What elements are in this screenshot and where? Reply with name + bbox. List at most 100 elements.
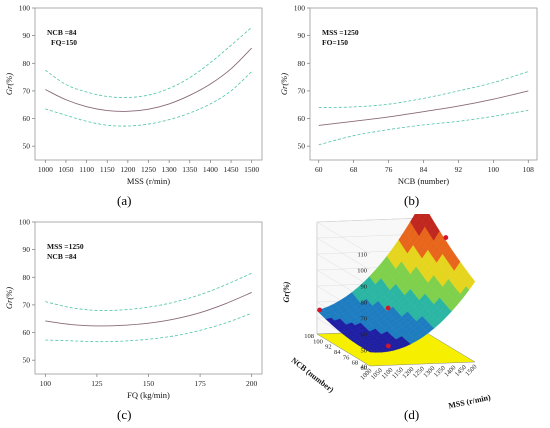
chart-a: 1000 1050 1100 1150 1200 1250 1300 1350 1400 1450… [4,4,263,186]
chart-b: 60 68 76 84 92 100 108 50 60 70 80 90 100 NCB (number… [279,4,538,186]
series-fit-line [318,90,529,126]
y-tick-label: 68 [352,360,359,367]
x-axis-label: MSS (r/min) [127,176,170,186]
y-tick-label: 100 [19,218,31,227]
series-upper-line [45,272,252,311]
y-tick-label: 76 [343,354,350,361]
x-tick-label: 60 [315,165,323,174]
y-tick-label: 50 [23,142,31,151]
y-tick-label: 108 [304,333,314,340]
x-tick-label: 1350 [182,165,197,174]
x-tick-label: 1400 [203,165,218,174]
design-point-marker [385,305,391,311]
x-tick-label: 84 [420,165,428,174]
x-tick-label: 92 [455,165,463,174]
z-gridline [316,217,423,255]
x-tick-label: 1300 [162,165,177,174]
y-tick-label: 70 [23,300,31,309]
y-tick-label: 60 [298,114,306,123]
y-tick-label: 90 [23,31,31,40]
series-lower-line [45,71,252,127]
z-tick-label: 70 [361,316,368,323]
y-tick-label: 50 [23,356,31,365]
y-axis-label: Gr(%) [279,73,289,95]
y-axis-label: NCB (number) [290,356,336,395]
chart-d-surface: 1000105011001150120012501300135014001450… [282,214,492,410]
x-tick-label: 108 [523,165,535,174]
z-gridline [316,249,423,287]
z-tick-label: 60 [361,332,368,339]
y-tick-label: 60 [23,328,31,337]
annotation-1: MSS =1250 [47,242,84,251]
x-tick-label: 1500 [244,165,259,174]
y-tick-label: 92 [325,344,332,351]
x-tick-label: 1500 [464,363,478,377]
series-fit-line [45,292,252,327]
design-point-marker [317,307,323,313]
z-tick-label: 110 [357,252,367,259]
caption-c: (c) [117,407,132,422]
annotation-2: NCB =84 [47,252,77,261]
y-tick-label: 70 [298,86,306,95]
y-tick-label: 50 [298,142,306,151]
chart-b-axes: 60 68 76 84 92 100 108 50 60 70 80 90 100 NCB (number… [279,4,538,186]
y-axis-label: Gr(%) [4,287,14,309]
y-tick-label: 84 [334,349,341,356]
caption-d: (d) [404,407,420,422]
annotation-2: FO=150 [322,38,348,47]
series-upper-line [318,71,529,108]
y-tick-label: 90 [23,245,31,254]
z-tick-label: 100 [357,268,367,275]
annotation-1: MSS =1250 [322,28,359,37]
x-tick-label: 1050 [58,165,73,174]
chart-c-axes: 100 125 150 175 200 50 60 70 80 90 100 FQ (kg/min) G… [4,218,263,400]
caption-a: (a) [117,193,132,208]
x-tick-label: 1100 [79,165,94,174]
y-tick-label: 100 [19,4,31,13]
y-tick-label: 100 [313,338,323,345]
z-gridline [316,233,423,271]
x-axis-label: NCB (number) [398,176,449,186]
z-tick-label: 90 [361,284,368,291]
x-tick-label: 1000 [38,165,53,174]
y-tick-label: 60 [23,114,31,123]
x-tick-label: 100 [40,379,52,388]
x-tick-label: 1450 [224,165,239,174]
chart-a-axes: 1000 1050 1100 1150 1200 1250 1300 1350 1400 1450… [4,4,263,186]
x-tick-label: 100 [488,165,500,174]
y-tick-label: 60 [361,365,368,372]
series-lower-line [45,312,252,343]
x-tick-label: 68 [350,165,358,174]
chart-d: 1000105011001150120012501300135014001450… [282,214,492,410]
series-fit-line [45,47,253,112]
y-tick-label: 70 [23,86,31,95]
design-point-marker [385,343,391,349]
series-upper-line [45,27,252,98]
surface-patch [466,277,476,291]
x-tick-label: 76 [385,165,393,174]
design-point-marker [443,235,449,240]
x-tick-label: 150 [143,379,155,388]
surface-patch [417,214,421,218]
z-axis-label: Gr(%) [282,281,291,302]
series-lower-line [318,109,529,146]
annotation-2: FQ=150 [51,38,77,47]
y-axis-label: Gr(%) [4,73,14,95]
y-tick-label: 100 [294,4,306,13]
x-axis-label: MSS (r/min) [448,393,492,411]
x-tick-label: 1150 [100,165,115,174]
x-axis-label: FQ (kg/min) [127,390,170,400]
y-tick-label: 80 [23,273,31,282]
caption-b: (b) [404,193,420,208]
z-tick-label: 80 [361,300,368,307]
z-tick-label: 40 [361,364,368,371]
annotation-1: NCB =84 [47,28,77,37]
x-tick-label: 175 [194,379,206,388]
x-tick-label: 1250 [141,165,156,174]
y-tick-label: 80 [23,59,31,68]
x-tick-label: 125 [91,379,103,388]
chart-c: 100 125 150 175 200 50 60 70 80 90 100 FQ (kg/min) G… [4,218,263,400]
y-tick-label: 90 [298,31,306,40]
y-tick-label: 80 [298,59,306,68]
x-tick-label: 200 [246,379,258,388]
